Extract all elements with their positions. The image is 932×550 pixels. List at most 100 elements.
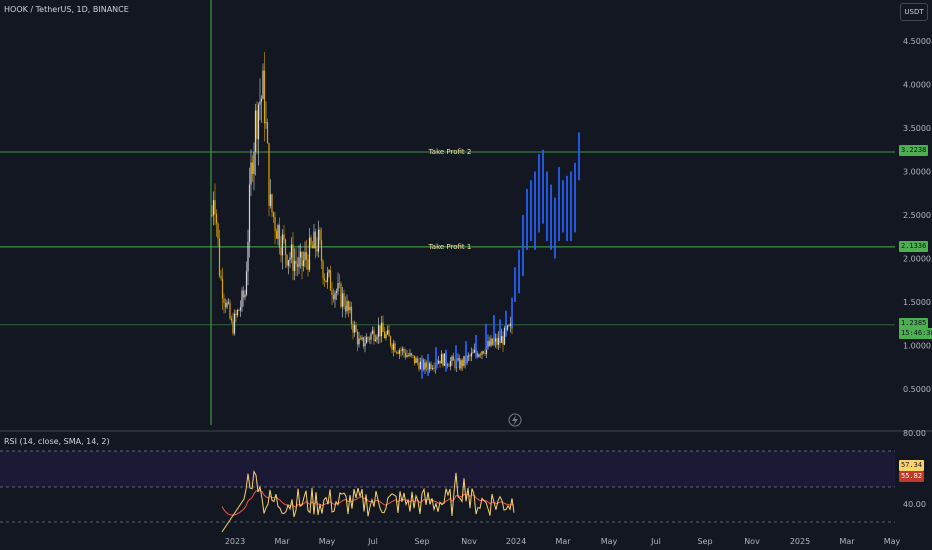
- candle-body: [287, 260, 290, 266]
- candle-body: [400, 350, 402, 352]
- candle-body: [379, 325, 381, 337]
- candle-body: [487, 341, 489, 347]
- projection-bar: [421, 358, 423, 379]
- candle-body: [359, 338, 362, 340]
- time-label-10: Sep: [697, 537, 712, 546]
- candle-body: [418, 362, 420, 370]
- candle-body: [386, 330, 389, 335]
- candle-body: [281, 234, 284, 256]
- candle-body: [211, 215, 213, 216]
- take-profit-1-label: Take Profit 1: [428, 243, 472, 251]
- candle-body: [349, 306, 351, 311]
- candle-body: [502, 336, 504, 345]
- projection-bar: [558, 167, 560, 242]
- projection-bar: [566, 175, 568, 242]
- pane-separator[interactable]: [0, 430, 932, 432]
- rsi-tick-40: 40.00: [903, 500, 926, 509]
- lightning-icon[interactable]: [508, 413, 522, 427]
- projection-bar: [530, 180, 532, 242]
- candle-body: [394, 343, 396, 352]
- price-tick-0: 4.5000: [903, 37, 931, 46]
- candle-body: [368, 338, 371, 340]
- candle-body: [352, 324, 354, 333]
- candle-body: [446, 363, 449, 366]
- projection-bar: [534, 171, 536, 250]
- candle-body: [361, 337, 363, 340]
- projection-bar: [455, 345, 457, 368]
- candle-body: [364, 343, 366, 347]
- price-axis[interactable]: 4.5000 4.0000 3.5000 3.0000 2.5000 2.0000 1.50…: [903, 37, 931, 394]
- candle-body: [283, 234, 285, 240]
- candle-body: [508, 325, 510, 327]
- candle-body: [256, 110, 258, 140]
- candle-body: [286, 254, 288, 266]
- candle-body: [425, 362, 428, 368]
- projection-bar: [570, 171, 572, 242]
- price-tick-4: 2.5000: [903, 211, 931, 220]
- candle-body: [328, 270, 330, 273]
- projection-bar: [435, 347, 437, 370]
- candle-body: [404, 352, 407, 358]
- rsi-tick-80: 80.00: [903, 429, 926, 438]
- candle-body: [305, 252, 308, 260]
- candle-body: [235, 313, 237, 316]
- candle-body: [251, 162, 254, 174]
- candle-body: [326, 272, 329, 282]
- candle-body: [262, 70, 264, 99]
- candle-body: [367, 337, 369, 339]
- candle-body: [431, 368, 434, 369]
- price-tick-1: 4.0000: [903, 81, 931, 90]
- projection-bar: [538, 154, 540, 233]
- rsi-sma-tag: 55.82: [899, 471, 925, 482]
- candle-body: [292, 244, 294, 271]
- candle-body: [254, 110, 257, 152]
- candle-body: [290, 244, 293, 258]
- candle-body: [397, 352, 399, 354]
- candle-body: [275, 231, 278, 239]
- candle-body: [266, 122, 269, 143]
- candle-body: [451, 356, 453, 361]
- projection-bar: [505, 310, 507, 337]
- price-tick-6: 1.5000: [903, 298, 931, 307]
- candle-body: [322, 261, 324, 279]
- projection-bar: [499, 319, 501, 342]
- candle-body: [350, 306, 353, 325]
- candle-body: [388, 330, 390, 337]
- candle-body: [440, 354, 443, 364]
- candle-body: [268, 142, 270, 206]
- projection-bar: [465, 341, 467, 363]
- candle-body: [334, 292, 336, 300]
- candle-body: [461, 360, 464, 366]
- currency-button[interactable]: USDT: [900, 3, 928, 21]
- candle-body: [280, 247, 282, 256]
- candle-body: [407, 355, 410, 357]
- candle-body: [346, 301, 348, 312]
- candle-body: [331, 290, 333, 295]
- candle-body: [419, 361, 422, 370]
- candle-body: [482, 351, 485, 354]
- candle-body: [233, 313, 236, 334]
- time-label-14: May: [884, 537, 901, 546]
- candle-body: [395, 351, 398, 353]
- candle-body: [245, 271, 248, 295]
- candle-body: [271, 194, 273, 213]
- candle-body: [259, 101, 261, 105]
- candle-body: [332, 294, 335, 300]
- candle-body: [284, 239, 287, 255]
- time-label-4: Sep: [414, 537, 429, 546]
- rsi-indicator-title[interactable]: RSI (14, close, SMA, 14, 2): [4, 437, 110, 446]
- candle-body: [398, 350, 401, 354]
- candle-body: [391, 345, 393, 350]
- projection-bar: [475, 335, 477, 359]
- candle-body: [311, 245, 314, 249]
- time-axis[interactable]: 2023 Mar May Jul Sep Nov 2024 Mar May Jul Sep Nov 20…: [225, 537, 901, 546]
- candle-body: [238, 310, 240, 311]
- candle-body: [335, 291, 338, 293]
- symbol-title[interactable]: HOOK / TetherUS, 1D, BINANCE: [4, 5, 129, 14]
- candle-body: [362, 337, 365, 347]
- price-tick-3: 3.0000: [903, 168, 931, 177]
- candle-body: [376, 336, 378, 340]
- projection-bar: [578, 132, 580, 181]
